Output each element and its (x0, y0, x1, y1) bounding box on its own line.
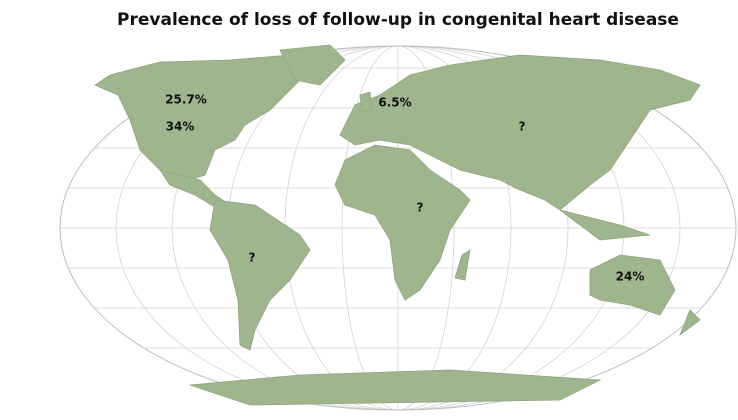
madagascar (454, 249, 471, 281)
new-zealand (679, 309, 701, 337)
globe-outline (59, 45, 737, 411)
north-america (94, 54, 311, 181)
south-america (209, 199, 311, 351)
greenland (279, 44, 346, 86)
region-label: 24% (616, 270, 645, 284)
continents (94, 44, 701, 406)
british-isles (359, 91, 373, 113)
region-labels: 25.7% 34% 6.5%??? 24% (165, 93, 644, 284)
southeast-asia-islands (559, 209, 651, 241)
region-label: ? (519, 120, 526, 134)
africa (334, 144, 471, 301)
region-label: 6.5% (378, 96, 411, 110)
map-title: Prevalence of loss of follow-up in conge… (117, 10, 679, 30)
australia (589, 254, 676, 316)
eurasia (339, 54, 701, 211)
region-label: ? (249, 251, 256, 265)
region-label: ? (417, 201, 424, 215)
antarctica (189, 369, 602, 406)
region-label: 34% (166, 120, 195, 134)
region-label: 25.7% (165, 93, 207, 107)
